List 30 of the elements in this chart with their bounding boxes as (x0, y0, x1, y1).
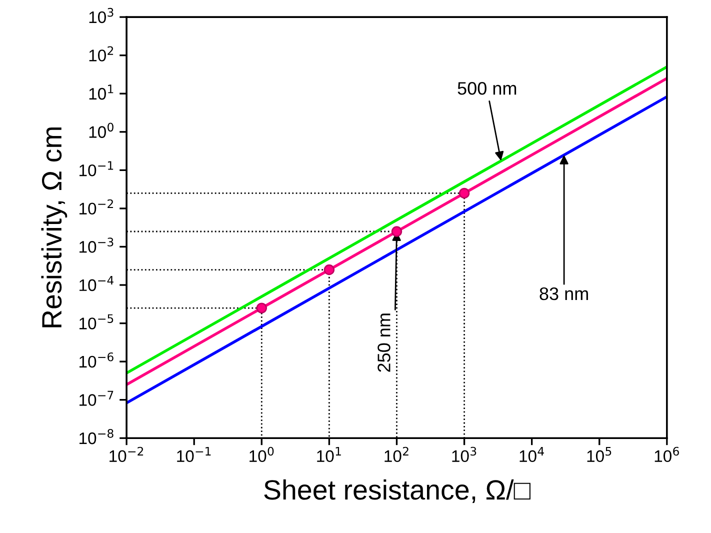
annotation: 83 nm (540, 287, 588, 300)
y-tick-label: 10$^{3}$ (89, 8, 114, 24)
x-tick-label: 10$^{6}$ (654, 446, 679, 462)
y-tick-label: 10$^{−3}$ (80, 238, 114, 253)
y-axis-title: Resistivity, Ω cm (41, 127, 68, 328)
y-tick-label: 10$^{−2}$ (80, 199, 113, 215)
x-tick-label: 10$^{0}$ (250, 446, 274, 462)
y-tick-label: 10$^{−6}$ (80, 352, 114, 368)
annotation: 500 nm (458, 82, 516, 95)
x-tick-label: 10$^{3}$ (452, 446, 476, 462)
y-tick-label: 10$^{0}$ (89, 122, 114, 138)
point (458, 188, 470, 199)
point (256, 302, 267, 314)
y-tick-label: 10$^{1}$ (89, 84, 114, 100)
x-axis-title: Sheet resistance, Ω/□ (264, 479, 530, 504)
y-tick-label: 10$^{−4}$ (80, 276, 114, 292)
x-tick-label: 10$^{4}$ (520, 447, 544, 462)
x-tick-label: 10$^{2}$ (384, 446, 408, 462)
y-tick-label: 10$^{−7}$ (80, 390, 114, 406)
point (324, 264, 335, 276)
annotation: 250 nm (378, 314, 390, 372)
point (391, 226, 402, 237)
x-tick-label: 10$^{5}$ (587, 447, 612, 462)
x-tick-label: 10$^{−1}$ (177, 447, 211, 462)
y-tick-label: 10$^{−8}$ (80, 429, 114, 444)
y-tick-label: 10$^{2}$ (89, 46, 114, 62)
y-tick-label: 10$^{−1}$ (80, 161, 114, 176)
x-tick-label: 10$^{1}$ (317, 447, 341, 462)
y-tick-label: 10$^{−5}$ (80, 314, 114, 330)
x-tick-label: 10$^{−2}$ (110, 446, 144, 462)
